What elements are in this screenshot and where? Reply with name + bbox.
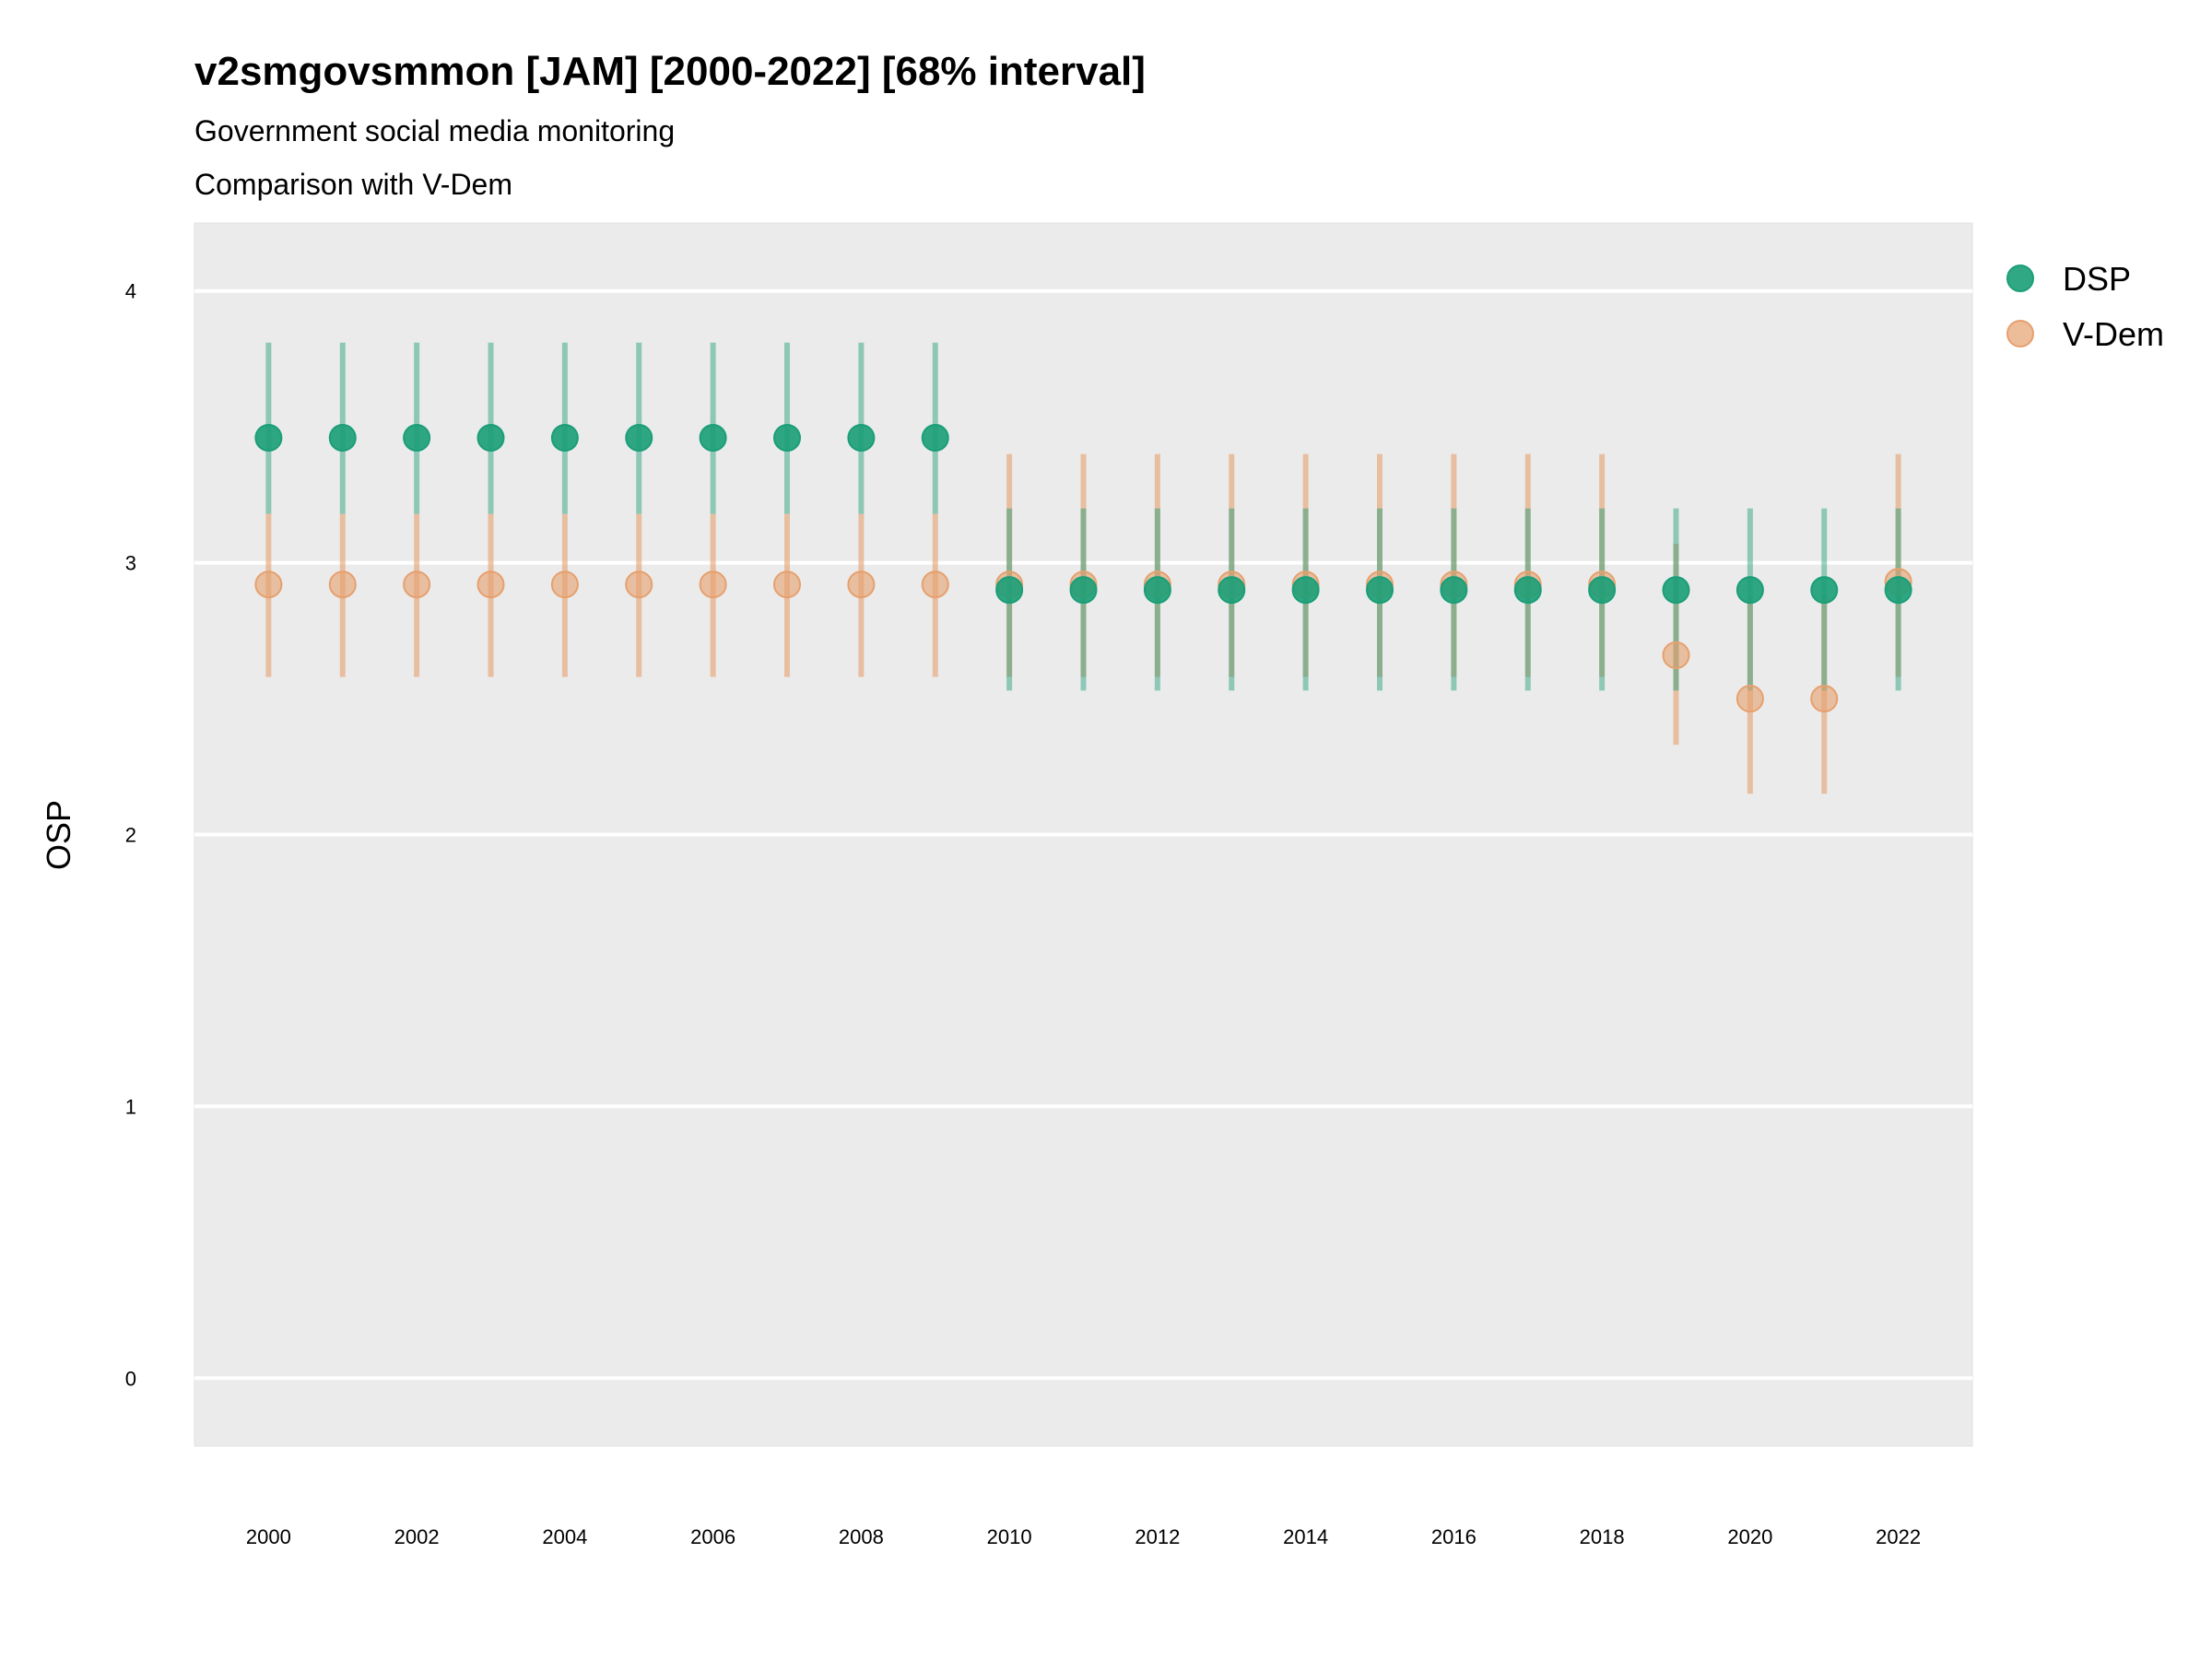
point-dsp bbox=[550, 423, 579, 452]
point-vdem bbox=[1735, 685, 1764, 713]
legend-label-dsp: DSP bbox=[2063, 260, 2131, 298]
legend-swatch-dsp bbox=[2006, 265, 2034, 292]
point-dsp bbox=[254, 423, 283, 452]
point-dsp bbox=[625, 423, 653, 452]
point-dsp bbox=[1513, 576, 1542, 605]
point-vdem bbox=[625, 571, 653, 599]
x-tick-label: 2020 bbox=[1727, 1525, 1772, 1548]
point-vdem bbox=[254, 571, 283, 599]
chart-subtitle: Government social media monitoring bbox=[194, 114, 675, 147]
x-axis-ticks: 2000 2002 2004 2006 2008 2010 2012 2014 2016 2018… bbox=[246, 1525, 1921, 1548]
y-tick-label: 0 bbox=[125, 1367, 136, 1390]
point-dsp bbox=[403, 423, 431, 452]
y-tick-label: 2 bbox=[125, 824, 136, 847]
point-vdem bbox=[328, 571, 357, 599]
point-dsp bbox=[847, 423, 876, 452]
point-vdem bbox=[403, 571, 431, 599]
x-tick-label: 2010 bbox=[987, 1525, 1032, 1548]
point-dsp bbox=[477, 423, 505, 452]
point-dsp bbox=[1662, 576, 1690, 605]
y-axis-label: OSP bbox=[40, 800, 77, 870]
x-tick-label: 2004 bbox=[542, 1525, 587, 1548]
point-vdem bbox=[550, 571, 579, 599]
x-tick-label: 2006 bbox=[690, 1525, 735, 1548]
chart-subtitle-2: Comparison with V-Dem bbox=[194, 168, 512, 201]
grid-lines bbox=[194, 288, 1972, 1381]
point-vdem bbox=[1810, 685, 1839, 713]
legend-label-vdem: V-Dem bbox=[2063, 315, 2164, 353]
y-tick-label: 4 bbox=[125, 280, 136, 303]
point-dsp bbox=[1069, 576, 1098, 605]
y-axis-ticks: 0 1 2 3 4 bbox=[125, 280, 136, 1391]
point-dsp bbox=[1588, 576, 1617, 605]
x-tick-label: 2000 bbox=[246, 1525, 291, 1548]
x-tick-label: 2022 bbox=[1876, 1525, 1921, 1548]
chart-title: v2smgovsmmon [JAM] [2000-2022] [68% inte… bbox=[194, 49, 1146, 94]
x-tick-label: 2008 bbox=[839, 1525, 884, 1548]
point-dsp bbox=[1291, 576, 1320, 605]
point-dsp bbox=[1366, 576, 1394, 605]
point-dsp bbox=[1810, 576, 1839, 605]
x-tick-label: 2014 bbox=[1283, 1525, 1328, 1548]
legend: DSP V-Dem bbox=[2006, 260, 2164, 353]
point-dsp bbox=[328, 423, 357, 452]
point-vdem bbox=[847, 571, 876, 599]
point-dsp bbox=[1440, 576, 1468, 605]
point-vdem bbox=[699, 571, 727, 599]
point-dsp bbox=[995, 576, 1024, 605]
point-dsp bbox=[699, 423, 727, 452]
point-dsp bbox=[773, 423, 801, 452]
point-dsp bbox=[1143, 576, 1171, 605]
point-vdem bbox=[773, 571, 801, 599]
point-vdem bbox=[921, 571, 949, 599]
legend-swatch-vdem bbox=[2006, 320, 2034, 347]
x-tick-label: 2012 bbox=[1135, 1525, 1180, 1548]
x-tick-label: 2002 bbox=[394, 1525, 440, 1548]
point-dsp bbox=[1884, 576, 1912, 605]
y-tick-label: 3 bbox=[125, 552, 136, 575]
point-dsp bbox=[921, 423, 949, 452]
point-dsp bbox=[1218, 576, 1246, 605]
point-vdem bbox=[477, 571, 505, 599]
x-tick-label: 2016 bbox=[1431, 1525, 1477, 1548]
x-tick-label: 2018 bbox=[1580, 1525, 1625, 1548]
point-vdem bbox=[1662, 641, 1690, 669]
point-dsp bbox=[1735, 576, 1764, 605]
y-tick-label: 1 bbox=[125, 1095, 136, 1118]
data-points bbox=[254, 423, 1912, 713]
